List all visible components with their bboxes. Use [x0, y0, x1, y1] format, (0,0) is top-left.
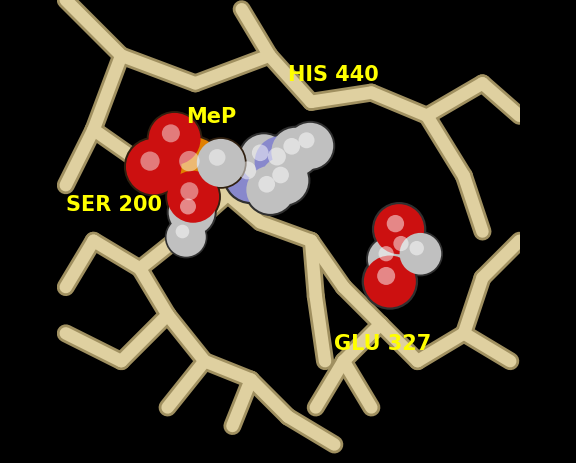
Point [178, 228, 187, 235]
Point [391, 220, 400, 227]
Point [412, 244, 421, 252]
Point [247, 172, 256, 180]
Point [381, 250, 391, 257]
Point [256, 149, 265, 156]
Point [145, 157, 154, 165]
Point [188, 193, 198, 200]
Point [302, 137, 311, 144]
Point [306, 142, 315, 150]
Point [385, 256, 395, 263]
Point [306, 142, 315, 150]
Point [188, 163, 198, 170]
Text: MeP: MeP [186, 106, 236, 127]
Point [187, 208, 196, 216]
Point [149, 163, 158, 170]
Point [259, 155, 268, 162]
Point [188, 163, 198, 170]
Point [181, 233, 191, 241]
Point [166, 130, 176, 137]
Point [213, 154, 222, 161]
Point [280, 177, 289, 184]
Point [149, 163, 158, 170]
Text: GLU 327: GLU 327 [334, 333, 431, 354]
Point [183, 203, 192, 210]
Point [395, 225, 404, 233]
Point [266, 186, 275, 194]
Point [242, 167, 252, 174]
Point [170, 135, 179, 143]
Point [396, 240, 406, 247]
Point [216, 159, 225, 167]
Point [262, 181, 271, 188]
Point [181, 233, 191, 241]
Point [416, 250, 425, 257]
Point [266, 186, 275, 194]
Point [170, 135, 179, 143]
Point [276, 158, 285, 166]
Point [276, 158, 285, 166]
Point [287, 143, 296, 150]
Point [187, 208, 196, 216]
Point [400, 245, 410, 253]
Point [395, 225, 404, 233]
Point [216, 159, 225, 167]
Point [247, 172, 256, 180]
Point [385, 278, 395, 285]
Text: HIS 440: HIS 440 [288, 65, 379, 85]
Point [185, 157, 194, 165]
Point [416, 250, 425, 257]
Point [280, 177, 289, 184]
Point [291, 148, 300, 156]
Point [276, 171, 285, 179]
Point [385, 278, 395, 285]
Point [291, 148, 300, 156]
Point [185, 188, 194, 195]
Text: SER 200: SER 200 [66, 194, 162, 215]
Point [381, 272, 391, 280]
Point [400, 245, 410, 253]
Point [385, 256, 395, 263]
Point [272, 153, 282, 160]
Point [188, 193, 198, 200]
Point [259, 155, 268, 162]
